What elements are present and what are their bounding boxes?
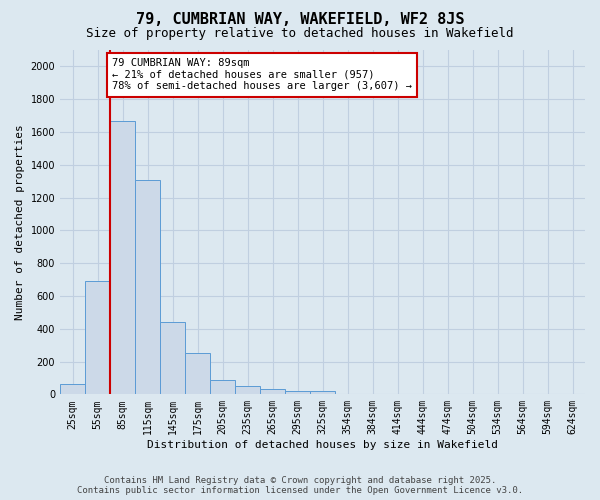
Text: 79 CUMBRIAN WAY: 89sqm
← 21% of detached houses are smaller (957)
78% of semi-de: 79 CUMBRIAN WAY: 89sqm ← 21% of detached… — [112, 58, 412, 92]
Bar — [235, 386, 260, 394]
Text: 79, CUMBRIAN WAY, WAKEFIELD, WF2 8JS: 79, CUMBRIAN WAY, WAKEFIELD, WF2 8JS — [136, 12, 464, 28]
Bar — [310, 391, 335, 394]
Text: Contains HM Land Registry data © Crown copyright and database right 2025.
Contai: Contains HM Land Registry data © Crown c… — [77, 476, 523, 495]
Text: Size of property relative to detached houses in Wakefield: Size of property relative to detached ho… — [86, 28, 514, 40]
Bar — [285, 391, 310, 394]
Bar — [260, 390, 285, 394]
Bar — [135, 180, 160, 394]
X-axis label: Distribution of detached houses by size in Wakefield: Distribution of detached houses by size … — [147, 440, 498, 450]
Bar — [60, 384, 85, 394]
Bar — [110, 120, 135, 394]
Bar — [210, 380, 235, 394]
Bar — [160, 322, 185, 394]
Y-axis label: Number of detached properties: Number of detached properties — [15, 124, 25, 320]
Bar — [85, 281, 110, 394]
Bar — [185, 354, 210, 395]
